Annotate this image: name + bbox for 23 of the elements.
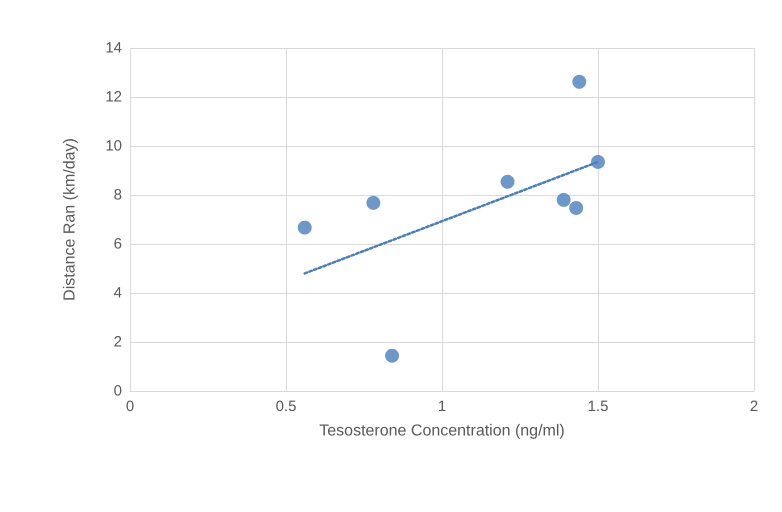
x-tick-label: 2	[750, 398, 758, 415]
y-tick-label: 4	[114, 284, 122, 302]
x-tick-label: 1.5	[588, 398, 608, 415]
point	[556, 192, 571, 207]
x-tick-label: 0.5	[276, 398, 296, 415]
point	[569, 200, 584, 215]
point	[385, 348, 400, 363]
y-tick-label: 0	[114, 382, 122, 400]
point	[572, 74, 586, 89]
y-tick-label: 14	[105, 40, 122, 56]
y-axis-title: Distance Ran (km/day)	[62, 138, 78, 301]
x-axis-title: Tesosterone Concentration (ng/ml)	[319, 422, 565, 440]
y-tick-label: 2	[114, 334, 122, 350]
y-tick-label: 6	[114, 236, 122, 252]
point	[591, 154, 605, 169]
x-tick-label: 0	[126, 398, 134, 415]
point	[366, 196, 380, 210]
point	[500, 174, 515, 189]
y-tick-label: 8	[114, 186, 122, 204]
y-tick-label: 12	[105, 88, 122, 106]
y-tick-label: 10	[105, 138, 122, 154]
point	[298, 220, 312, 235]
x-tick-label: 1	[438, 398, 446, 415]
